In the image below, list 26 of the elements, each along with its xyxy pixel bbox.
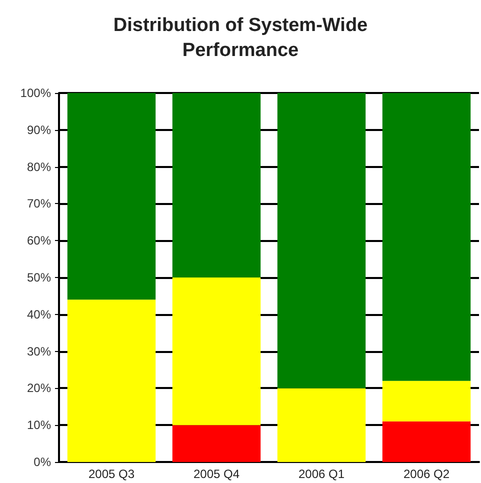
y-tick-label: 20% [26, 381, 52, 396]
y-tick-label: 70% [26, 196, 52, 211]
x-tick-label: 2006 Q2 [403, 467, 450, 481]
bar [382, 380, 471, 422]
bar [382, 93, 471, 381]
x-tick-label: 2006 Q1 [298, 467, 345, 481]
y-tick-label: 10% [26, 418, 52, 432]
chart-title: Distribution of System-Wide Performance [113, 15, 368, 61]
y-tick-label: 100% [20, 86, 52, 100]
y-tick-label: 0% [34, 455, 52, 469]
y-tick-label: 80% [26, 160, 52, 174]
bar [172, 93, 261, 278]
bar [172, 278, 261, 426]
bar [277, 388, 366, 462]
x-tick-label: 2005 Q3 [88, 467, 135, 481]
y-tick-label: 90% [26, 122, 52, 137]
bar [67, 300, 156, 462]
x-tick-label: 2005 Q4 [193, 467, 240, 481]
y-tick-label: 50% [26, 270, 52, 284]
bar [172, 425, 261, 462]
y-tick-label: 60% [26, 234, 52, 248]
bar [382, 421, 471, 462]
bar [67, 93, 156, 300]
y-tick-label: 40% [26, 307, 52, 322]
bar [277, 93, 366, 388]
y-tick-label: 30% [26, 344, 52, 358]
